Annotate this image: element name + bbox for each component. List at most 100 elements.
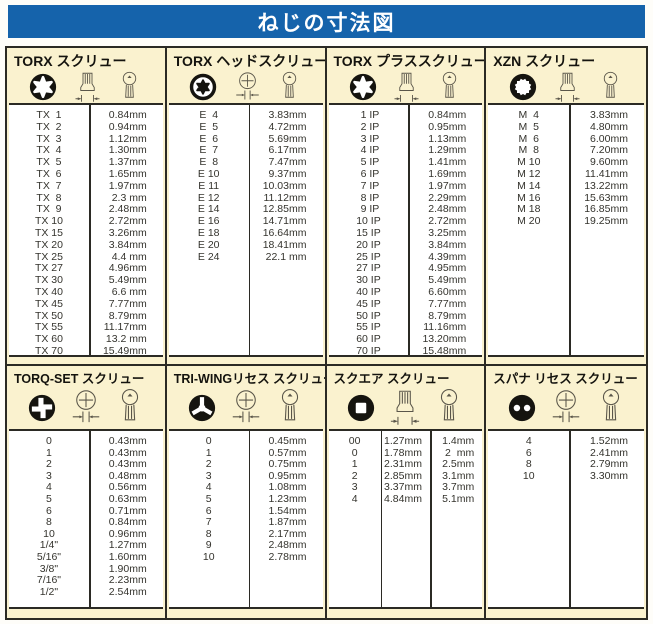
table-row: E 4 3.83mm	[169, 109, 323, 121]
table-row: 50 IP 8.79mm	[329, 310, 483, 322]
size-cell: 4	[205, 481, 212, 494]
size-cell: E 18	[197, 226, 220, 239]
value-cell: 5.49mm	[108, 274, 147, 287]
size-cell: TX 30	[34, 274, 63, 287]
size-table-rows: 1 IP 0.84mm 2 IP 0.95mm 3 IP 1.13mm 4 IP…	[329, 105, 483, 357]
value-cell: 4.39mm	[428, 250, 467, 263]
square-recess-icon	[346, 393, 376, 423]
table-row: TX 50 8.79mm	[9, 310, 163, 322]
table-row: 6 IP 1.69mm	[329, 168, 483, 180]
value-cell: 19.25mm	[584, 215, 628, 228]
size-cell: 5	[46, 492, 52, 505]
value-cell: 1.97mm	[108, 179, 147, 192]
size-cell: 10 IP	[356, 215, 381, 228]
table-row: 3 0.48mm	[9, 470, 163, 482]
value-cell: 2.48mm	[108, 203, 147, 216]
panel-tri-wing: TRI-WINGリセス スクリュー 0 0.45mm 1 0.57mm 2	[167, 366, 327, 618]
table-row: M 6 6.00mm	[488, 133, 644, 145]
value-cell: 3.37mm	[384, 481, 422, 494]
value-cell: 0.95mm	[268, 469, 307, 482]
torx-plus-recess-icon	[348, 72, 378, 102]
column-divider	[248, 105, 251, 355]
screw-side-icon	[436, 71, 463, 104]
value-cell: 6.60mm	[428, 285, 467, 298]
value-cell: 2.5mm	[442, 458, 475, 471]
table-row: TX 30 5.49mm	[9, 274, 163, 286]
value-cell: 0.63mm	[108, 492, 147, 505]
size-cell: TX 55	[34, 321, 63, 334]
table-row: 45 IP 7.77mm	[329, 298, 483, 310]
value-cell: 3.83mm	[268, 109, 307, 121]
size-cell: E 5	[199, 120, 219, 133]
table-row: TX 2 0.94mm	[9, 121, 163, 133]
table-row: TX 3 1.12mm	[9, 133, 163, 145]
value-cell: 0.94mm	[108, 120, 147, 133]
size-cell: TX 27	[34, 262, 63, 275]
size-cell: TX 60	[34, 333, 63, 346]
value-cell: 12.85mm	[262, 203, 307, 216]
size-cell: TX 1	[36, 109, 62, 121]
panel-torq-set: TORQ-SET スクリュー 0 0.43mm 1 0.43mm 2	[7, 366, 167, 618]
size-cell: TX 40	[34, 285, 63, 298]
value-cell: 0.57mm	[268, 446, 307, 459]
size-cell: 3	[46, 469, 52, 482]
size-cell: M 10	[517, 156, 541, 169]
value-cell: 15.49mm	[102, 344, 147, 357]
table-row: M 8 7.20mm	[488, 144, 644, 156]
value-cell: 2.48mm	[268, 539, 307, 552]
size-cell: 1 IP	[357, 109, 380, 121]
table-row: M 5 4.80mm	[488, 121, 644, 133]
table-row: 0 1.78mm 2 mm	[329, 447, 483, 459]
panel-icons	[327, 387, 485, 429]
size-cell: 0	[351, 446, 358, 459]
table-row: TX 4 1.30mm	[9, 144, 163, 156]
value-cell: 2.23mm	[108, 574, 147, 587]
value-cell: 3.84mm	[428, 238, 467, 251]
value-cell: 0.84mm	[428, 109, 467, 121]
size-cell: 7 IP	[357, 179, 380, 192]
table-row: 2 0.43mm	[9, 458, 163, 470]
value-cell: 1.12mm	[108, 132, 147, 145]
chart-top-section: TORX スクリュー TX 1 0.84mm TX 2 0.94mm TX	[7, 48, 646, 366]
table-row: 70 IP 15.48mm	[329, 345, 483, 357]
table-row: TX 27 4.96mm	[9, 262, 163, 274]
table-row: E 12 11.12mm	[169, 192, 323, 204]
value-cell: 4.72mm	[268, 120, 307, 133]
value-cell: 11.41mm	[584, 167, 628, 180]
table-row: 4 1.08mm	[169, 481, 323, 493]
value-cell: 4.4 mm	[111, 250, 147, 263]
size-cell: 3	[205, 469, 212, 482]
value-cell: 6.00mm	[590, 132, 628, 145]
value-cell: 7.77mm	[108, 297, 147, 310]
table-row: 55 IP 11.16mm	[329, 321, 483, 333]
table-row: M 18 16.85mm	[488, 203, 644, 215]
value-cell: 7.20mm	[590, 144, 628, 157]
value-cell: 1.41mm	[428, 156, 467, 169]
column-divider	[88, 105, 91, 355]
panel-title: TORX プラススクリュー	[333, 53, 485, 69]
size-cell: 9	[205, 539, 212, 552]
value-cell: 5.69mm	[268, 132, 307, 145]
table-row: E 5 4.72mm	[169, 121, 323, 133]
size-cell: 4	[46, 481, 52, 494]
table-row: TX 7 1.97mm	[9, 180, 163, 192]
value-cell: 1.23mm	[268, 492, 307, 505]
size-cell: M 8	[518, 144, 539, 157]
value-cell: 0.71mm	[108, 504, 147, 517]
size-cell: 55 IP	[356, 321, 381, 334]
size-cell: 0	[205, 435, 212, 447]
size-cell: TX 3	[36, 132, 62, 145]
table-row: 5 1.23mm	[169, 493, 323, 505]
value-cell: 1.69mm	[428, 167, 467, 180]
size-cell: 10	[202, 550, 215, 563]
panel-icons	[167, 387, 325, 429]
driver-bit-icon	[74, 71, 101, 104]
size-cell: 50 IP	[356, 309, 381, 322]
size-cell: 27 IP	[356, 262, 381, 275]
tri-wing-recess-icon	[187, 393, 217, 423]
table-row: 6 0.71mm	[9, 505, 163, 517]
table-row: 4 4.84mm 5.1mm	[329, 493, 483, 505]
table-row: 4 IP 1.29mm	[329, 144, 483, 156]
size-cell: 4 IP	[357, 144, 380, 157]
size-cell: E 14	[197, 203, 220, 216]
